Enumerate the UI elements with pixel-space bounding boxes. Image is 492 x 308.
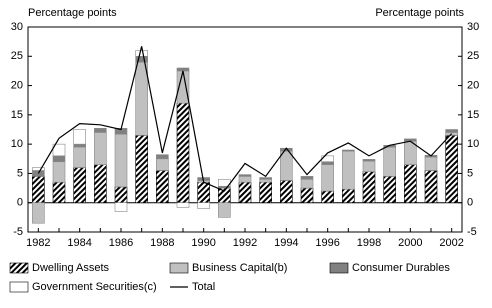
x-tick-label: 1986	[109, 237, 133, 249]
bar-segment	[280, 150, 293, 181]
y-tick-label: 10	[11, 138, 23, 150]
bar-segment	[73, 146, 86, 168]
bar-segment	[300, 187, 314, 204]
y-tick-label: 0	[17, 197, 23, 209]
legend-swatch	[9, 281, 29, 293]
bar-segment	[156, 158, 169, 171]
x-tick-label: 1990	[191, 237, 215, 249]
x-tick-label: 1994	[274, 237, 298, 249]
legend-label: Business Capital(b)	[192, 262, 287, 274]
bar-segment	[32, 167, 45, 171]
bar-segment	[156, 170, 169, 204]
y-axis-label: Percentage points	[28, 7, 117, 19]
y-tick-label: 30	[11, 21, 23, 33]
bar-segment	[135, 50, 148, 57]
y2-tick-label: 20	[467, 79, 479, 91]
bar-segment	[342, 149, 355, 152]
y-tick-label: 15	[11, 109, 23, 121]
bar-segment	[445, 135, 458, 204]
bar-segment	[238, 176, 252, 183]
bar-segment	[362, 160, 376, 172]
bar-segment	[300, 176, 314, 180]
bar-segment	[300, 178, 314, 189]
bar-segment	[52, 143, 66, 157]
bar-segment	[321, 161, 334, 165]
bar-segment	[259, 181, 272, 204]
bar-segment	[135, 135, 148, 204]
bar-segment	[238, 181, 252, 204]
y-tick-label: 25	[11, 50, 23, 62]
bar-segment	[135, 61, 148, 136]
x-tick-label: 1982	[26, 237, 50, 249]
bar-segment	[114, 186, 128, 204]
bar-segment	[52, 181, 66, 204]
bar-segment	[342, 150, 355, 190]
total-line	[37, 46, 453, 192]
bar-segment	[445, 129, 458, 133]
bar-segment	[94, 164, 107, 204]
legend-label: Dwelling Assets	[32, 262, 110, 274]
bar-segment	[176, 202, 190, 208]
bar-segment	[383, 146, 396, 177]
bar-segment	[404, 164, 417, 204]
legend-swatch	[9, 262, 29, 274]
bar-segment	[383, 176, 396, 204]
bar-segment	[73, 143, 86, 148]
bar-segment	[176, 102, 190, 204]
bar-segment	[424, 156, 438, 171]
bar-segment	[280, 180, 293, 204]
x-tick-label: 1998	[357, 237, 381, 249]
x-tick-label: 2000	[398, 237, 422, 249]
y-tick-label: 5	[17, 167, 23, 179]
y2-tick-label: 10	[467, 138, 479, 150]
bar-segment	[259, 177, 272, 180]
legend-label: Consumer Durables	[352, 262, 450, 274]
x-tick-label: 1996	[315, 237, 339, 249]
bar-segment	[424, 170, 438, 204]
bar-segment	[342, 188, 355, 204]
bar-segment	[73, 129, 86, 145]
bar-segment	[176, 67, 190, 72]
bar-segment	[259, 178, 272, 183]
bar-segment	[321, 164, 334, 192]
legend-swatch	[169, 262, 189, 274]
legend-label: Total	[192, 281, 215, 293]
bar-segment	[321, 190, 334, 204]
y2-axis-label: Percentage points	[375, 7, 464, 19]
legend-label: Government Securities(c)	[32, 281, 157, 293]
bar-segment	[238, 174, 252, 177]
y2-tick-label: 5	[467, 167, 473, 179]
bar-segment	[197, 202, 210, 209]
y2-tick-label: 30	[467, 21, 479, 33]
y-tick-label: -5	[13, 226, 23, 238]
bar-segment	[114, 202, 128, 212]
y2-tick-label: -5	[467, 226, 477, 238]
y2-tick-label: 0	[467, 197, 473, 209]
bar-segment	[73, 167, 86, 204]
y2-tick-label: 25	[467, 50, 479, 62]
bar-segment	[114, 133, 128, 188]
bar-segment	[52, 155, 66, 163]
bar-segment	[156, 154, 169, 160]
y2-tick-label: 15	[467, 109, 479, 121]
x-tick-label: 2002	[439, 237, 463, 249]
legend-swatch	[329, 262, 349, 274]
bar-segment	[362, 159, 376, 162]
bar-segment	[94, 132, 107, 165]
bar-segment	[362, 171, 376, 204]
bar-segment	[218, 202, 231, 218]
y-tick-label: 20	[11, 79, 23, 91]
bar-segment	[32, 202, 45, 224]
x-tick-label: 1988	[150, 237, 174, 249]
x-tick-label: 1984	[67, 237, 91, 249]
bar-segment	[94, 128, 107, 133]
x-tick-label: 1992	[233, 237, 257, 249]
bar-segment	[52, 161, 66, 183]
bar-segment	[32, 176, 45, 204]
bar-segment	[197, 181, 210, 204]
